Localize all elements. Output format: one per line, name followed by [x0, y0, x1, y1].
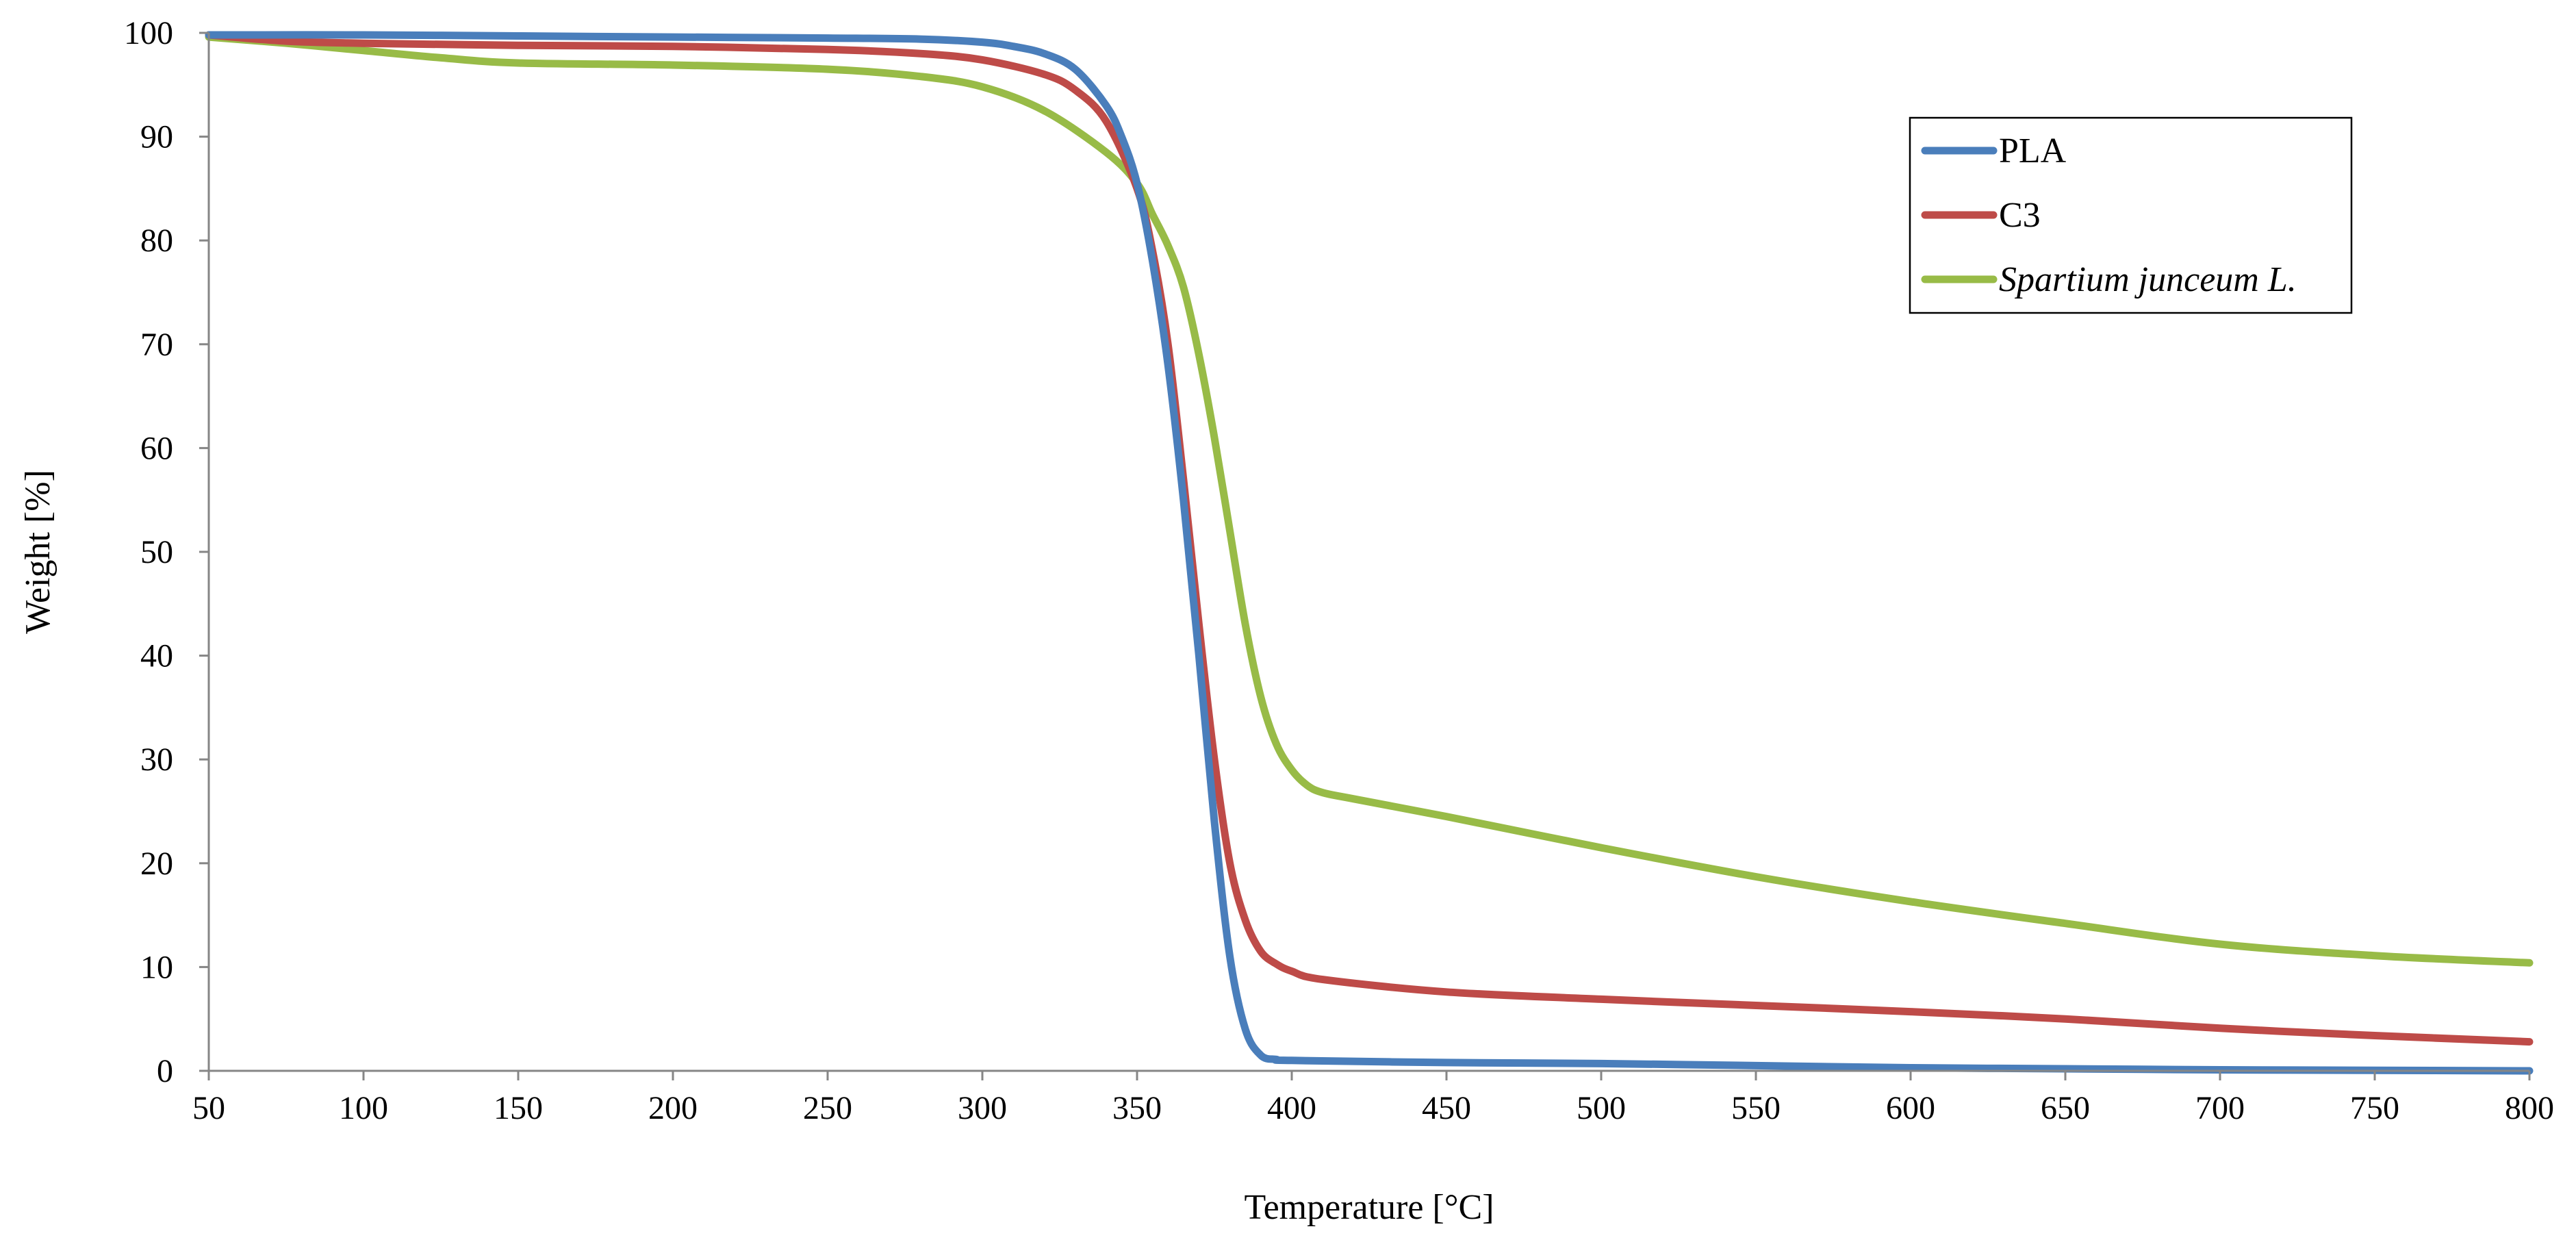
legend-label-c3: C3 — [1999, 196, 2041, 235]
x-tick-label: 800 — [2505, 1090, 2554, 1126]
series-line-c3 — [205, 31, 2534, 1046]
x-tick-label: 500 — [1577, 1090, 1626, 1126]
x-tick-label: 300 — [958, 1090, 1007, 1126]
y-tick-label: 90 — [140, 119, 173, 155]
x-tick-label: 600 — [1886, 1090, 1935, 1126]
y-tick-label: 100 — [124, 15, 173, 51]
x-tick-label: 250 — [803, 1090, 852, 1126]
x-tick-label: 100 — [339, 1090, 388, 1126]
y-tick-label: 50 — [140, 534, 173, 570]
x-tick-label: 750 — [2350, 1090, 2399, 1126]
x-tick-label: 200 — [648, 1090, 698, 1126]
y-tick-label: 70 — [140, 327, 173, 363]
x-axis-ticks: 50 100 150 200 250 300 350 400 450 500 550 600 650 70… — [192, 1071, 2554, 1126]
x-tick-label: 450 — [1422, 1090, 1471, 1126]
x-tick-label: 350 — [1112, 1090, 1162, 1126]
series-line-pla — [205, 31, 2534, 1075]
x-tick-label: 550 — [1731, 1090, 1781, 1126]
legend: PLA C3 Spartium junceum L. — [1909, 116, 2353, 314]
legend-label-pla: PLA — [1999, 131, 2067, 170]
y-axis-title: Weight [%] — [18, 470, 58, 634]
x-tick-label: 700 — [2195, 1090, 2245, 1126]
y-tick-label: 80 — [140, 223, 173, 259]
x-tick-label: 650 — [2041, 1090, 2090, 1126]
y-tick-label: 0 — [157, 1053, 173, 1089]
y-tick-label: 10 — [140, 949, 173, 985]
y-tick-label: 20 — [140, 846, 173, 882]
x-axis-title: Temperature [°C] — [1244, 1188, 1494, 1227]
y-tick-label: 60 — [140, 430, 173, 466]
x-tick-label: 50 — [192, 1090, 225, 1126]
legend-label-spartium-junceum-l: Spartium junceum L. — [1999, 260, 2297, 299]
x-tick-label: 150 — [494, 1090, 543, 1126]
series-line-spartium-junceum-l — [205, 33, 2534, 967]
series-layer — [205, 31, 2534, 1075]
legend-items: PLA C3 Spartium junceum L. — [1921, 131, 2297, 299]
y-tick-label: 40 — [140, 638, 173, 674]
y-axis-ticks: 0 10 20 30 40 50 60 70 80 90 100 — [124, 15, 209, 1089]
x-tick-label: 400 — [1267, 1090, 1316, 1126]
y-tick-label: 30 — [140, 742, 173, 778]
